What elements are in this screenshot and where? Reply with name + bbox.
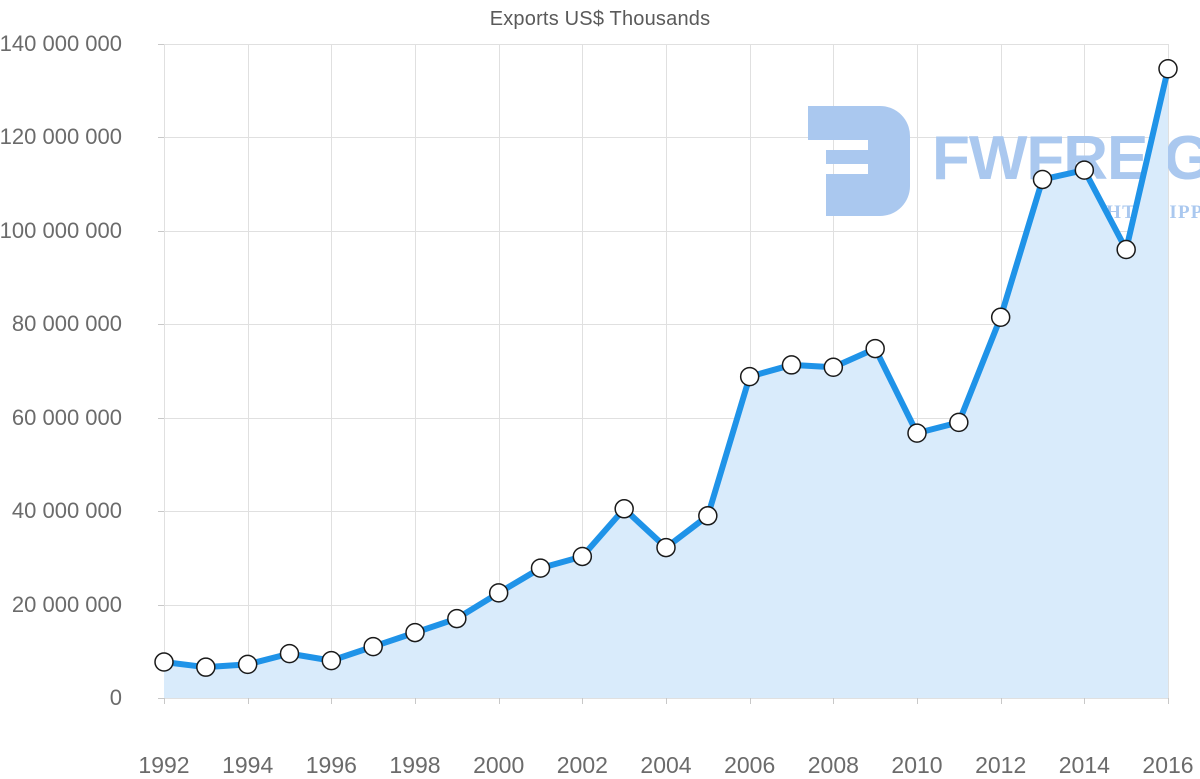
y-axis-tick-label: 20 000 000	[11, 591, 122, 617]
x-axis-tick	[917, 698, 918, 704]
x-axis-tick-label: 1996	[305, 752, 357, 778]
x-axis-tick-label: 2000	[473, 752, 525, 778]
series-area-fill	[164, 68, 1168, 698]
gridline-vertical	[331, 44, 333, 698]
data-point-marker[interactable]	[321, 650, 342, 671]
x-axis-tick	[247, 698, 249, 704]
x-axis-tick	[1084, 698, 1086, 704]
x-axis-tick	[749, 698, 751, 704]
series-markers	[154, 59, 1178, 677]
y-axis-tick	[158, 230, 164, 232]
x-axis-tick	[498, 698, 500, 704]
data-point-marker[interactable]	[823, 357, 844, 378]
data-point-marker[interactable]	[949, 412, 969, 433]
data-point-marker[interactable]	[154, 652, 174, 672]
gridline-vertical	[164, 44, 165, 698]
x-axis-tick	[833, 698, 835, 704]
data-point-marker[interactable]	[781, 355, 802, 375]
data-point-marker[interactable]	[279, 643, 300, 664]
gridline-vertical	[498, 44, 500, 698]
x-axis-tick-label: 1998	[389, 752, 441, 778]
y-axis-tick	[158, 44, 164, 45]
data-point-marker[interactable]	[1158, 59, 1178, 79]
x-axis-tick	[666, 698, 667, 704]
y-axis-tick-label: 140 000 000	[0, 31, 122, 56]
data-point-marker[interactable]	[572, 546, 593, 567]
plot-area: 0 20 000 000 40 000 000 60 000 000 80 000 00…	[0, 31, 1200, 778]
y-axis-tick	[158, 324, 164, 326]
y-axis-tick-label: 0	[109, 685, 122, 710]
x-axis-tick-label: 2010	[891, 752, 943, 778]
data-point-marker[interactable]	[1116, 239, 1136, 260]
data-point-marker[interactable]	[1032, 169, 1053, 190]
y-axis-tick	[158, 511, 164, 513]
y-axis-tick	[158, 604, 164, 606]
x-axis-tick-label: 2012	[975, 752, 1027, 778]
data-point-marker[interactable]	[196, 657, 216, 677]
x-axis-tick	[331, 698, 333, 704]
x-axis-tick	[1000, 698, 1002, 704]
data-point-marker[interactable]	[237, 654, 258, 675]
data-point-marker[interactable]	[530, 558, 551, 578]
gridline-vertical	[666, 44, 667, 698]
data-point-marker[interactable]	[865, 338, 885, 359]
data-point-marker[interactable]	[363, 636, 383, 657]
data-point-marker[interactable]	[698, 506, 718, 526]
y-axis-tick-label: 120 000 000	[0, 124, 122, 150]
y-axis-tick	[158, 137, 164, 139]
x-axis-tick-label: 2002	[556, 752, 608, 778]
series-exports	[154, 59, 1178, 698]
gridline-vertical	[415, 44, 416, 698]
data-point-marker[interactable]	[739, 366, 760, 387]
gridline-vertical	[582, 44, 584, 698]
x-axis-tick	[415, 698, 416, 704]
x-axis-tick-label: 2004	[640, 752, 692, 778]
chart-title: Exports US$ Thousands	[489, 8, 711, 30]
x-axis-tick	[582, 698, 584, 704]
data-point-marker[interactable]	[447, 608, 467, 629]
x-axis-tick-label: 2006	[724, 752, 776, 778]
y-axis-tick	[158, 417, 164, 419]
gridline-vertical	[1168, 44, 1169, 698]
y-axis-tick-label: 100 000 000	[0, 217, 122, 243]
data-point-marker[interactable]	[1074, 160, 1095, 180]
x-axis-tick-label: 1994	[222, 752, 274, 778]
x-axis-tick	[1168, 698, 1169, 704]
data-point-marker[interactable]	[614, 499, 634, 519]
x-axis-tick-label: 2016	[1142, 752, 1194, 778]
data-point-marker[interactable]	[907, 423, 927, 443]
data-point-marker[interactable]	[656, 537, 676, 558]
data-point-marker[interactable]	[990, 307, 1011, 328]
x-axis-tick-label: 1992	[138, 752, 190, 778]
y-axis-tick-label: 60 000 000	[11, 404, 122, 430]
y-axis-tick-label: 80 000 000	[11, 311, 122, 337]
x-axis-tick	[164, 698, 165, 704]
exports-line-chart: Exports US$ Thousands 0 20 000 000 40 000 …	[0, 8, 1200, 778]
gridline-vertical	[917, 44, 918, 698]
y-axis-tick	[158, 698, 164, 699]
x-axis-tick-label: 2014	[1058, 752, 1110, 778]
x-axis-tick-label: 2008	[807, 752, 859, 778]
gridline-vertical	[247, 44, 249, 698]
data-point-marker[interactable]	[405, 622, 425, 643]
y-axis-tick-label: 40 000 000	[11, 498, 122, 524]
data-point-marker[interactable]	[488, 583, 509, 603]
